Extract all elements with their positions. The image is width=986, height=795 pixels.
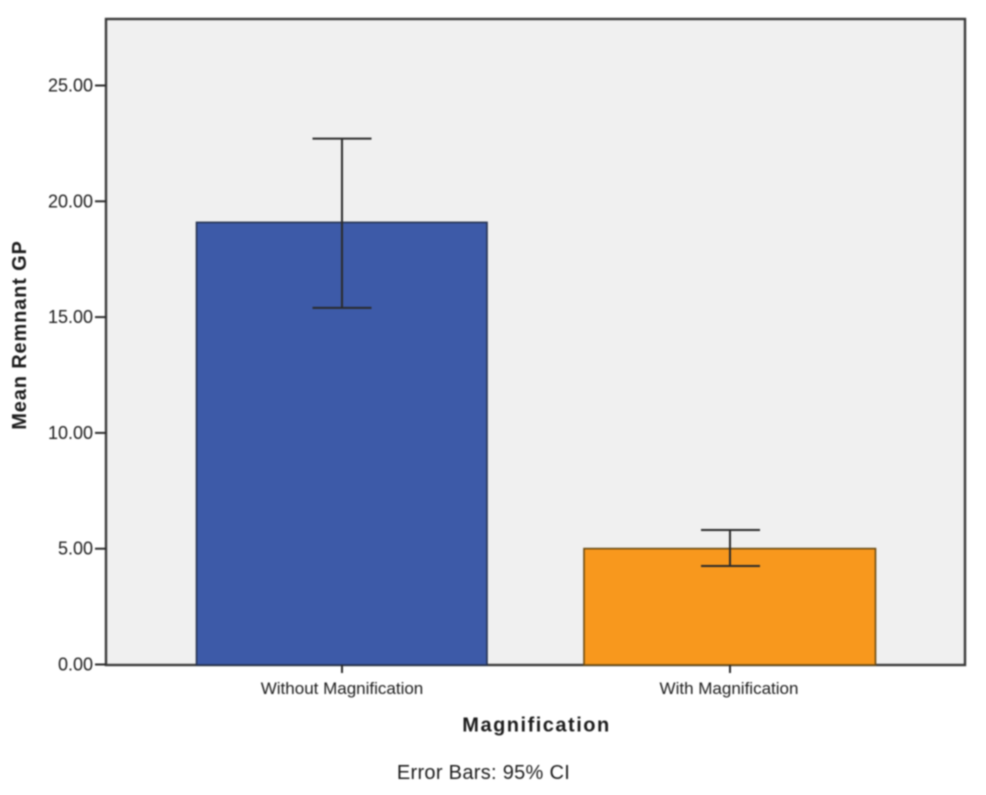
svg-text:20.00: 20.00 (48, 191, 93, 211)
svg-text:5.00: 5.00 (58, 539, 93, 559)
svg-text:0.00: 0.00 (58, 655, 93, 675)
svg-text:15.00: 15.00 (48, 307, 93, 327)
svg-text:Mean Remnant GP: Mean Remnant GP (9, 240, 31, 429)
svg-text:Magnification: Magnification (462, 715, 610, 737)
svg-text:With Magnification: With Magnification (660, 679, 799, 698)
svg-text:25.00: 25.00 (48, 76, 93, 96)
svg-text:Error Bars: 95% CI: Error Bars: 95% CI (397, 762, 570, 784)
svg-text:Without Magnification: Without Magnification (261, 679, 424, 698)
svg-text:10.00: 10.00 (48, 423, 93, 443)
